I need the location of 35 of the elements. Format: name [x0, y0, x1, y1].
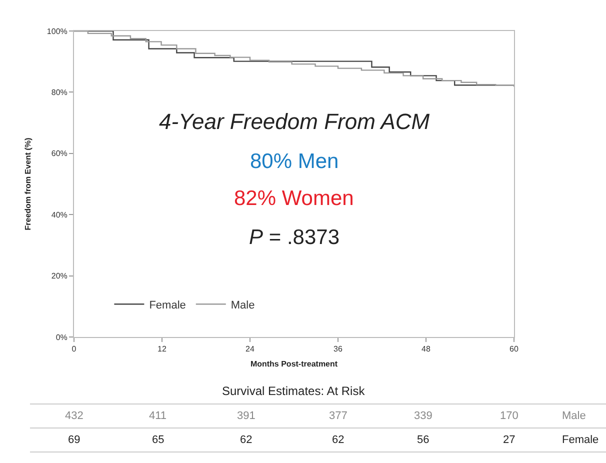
text: 339 — [414, 410, 432, 422]
y-tick-label: 60% — [51, 149, 68, 158]
legend-label: Male — [230, 299, 255, 312]
text: 27 — [503, 434, 516, 446]
y-tick-label: 100% — [46, 26, 68, 36]
text: 69 — [68, 434, 80, 446]
annotation: 80% Men — [250, 150, 339, 173]
x-tick-label: 24 — [246, 344, 255, 354]
annotation: 4-Year Freedom From ACM — [159, 109, 430, 134]
annotation: P = .8373 — [249, 226, 340, 249]
text: 411 — [149, 410, 167, 422]
legend-label: Female — [149, 299, 186, 312]
x-axis-title: Months Post-treatment — [250, 360, 338, 369]
x-tick-label: 36 — [334, 344, 343, 354]
text: Survival Estimates: At Risk — [222, 384, 366, 398]
text: 62 — [332, 434, 344, 446]
text: 377 — [329, 410, 348, 422]
y-tick-label: 40% — [51, 210, 68, 220]
text: Male — [562, 410, 586, 422]
y-tick-label: 20% — [51, 272, 68, 281]
x-tick-label: 12 — [158, 344, 167, 354]
text: 170 — [500, 410, 518, 422]
x-tick-label: 48 — [422, 344, 431, 354]
text: 432 — [65, 410, 84, 422]
annotation: 82% Women — [234, 187, 354, 210]
y-tick-label: 0% — [56, 332, 68, 342]
y-tick-label: 80% — [51, 88, 68, 97]
text: 56 — [417, 434, 430, 446]
text: 391 — [237, 410, 256, 422]
y-axis-title: Freedom from Event (%) — [24, 137, 33, 230]
x-tick-label: 60 — [510, 344, 519, 354]
text: 65 — [152, 434, 164, 446]
text: Female — [562, 434, 599, 446]
text: 62 — [240, 434, 252, 446]
x-tick-label: 0 — [72, 344, 77, 354]
